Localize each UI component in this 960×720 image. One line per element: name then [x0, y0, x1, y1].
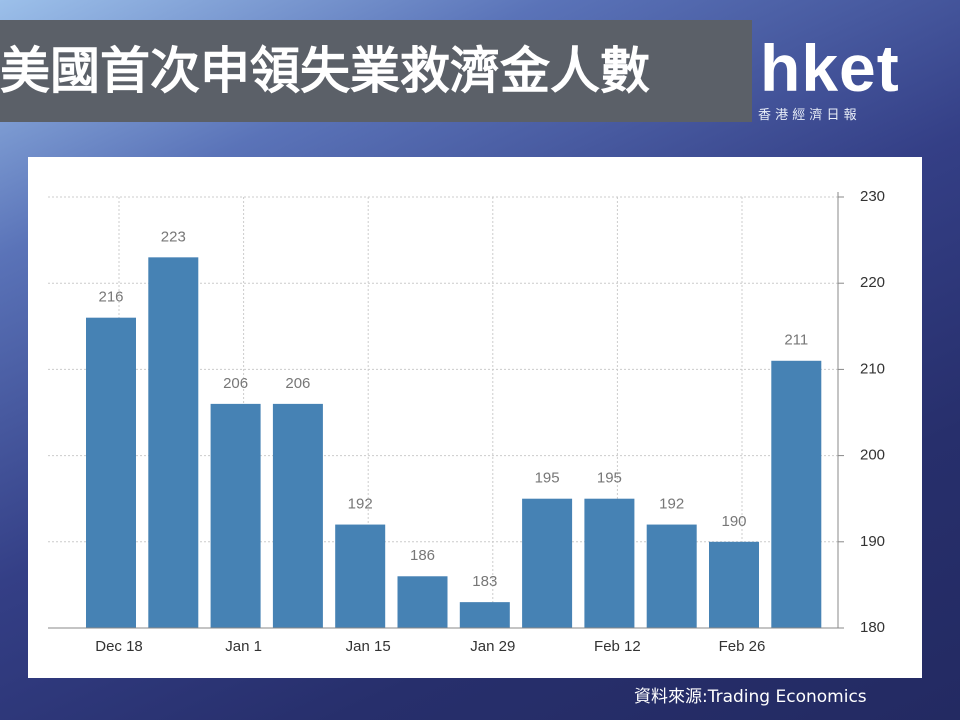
value-label: 223 — [161, 228, 186, 245]
value-label: 183 — [472, 573, 497, 590]
x-tick-label: Feb 26 — [719, 638, 766, 655]
bar — [584, 498, 635, 628]
value-label: 192 — [659, 496, 684, 513]
y-tick-label: 200 — [860, 447, 885, 464]
value-label: 206 — [223, 375, 248, 392]
bar — [335, 524, 386, 628]
y-tick-label: 190 — [860, 533, 885, 550]
bar — [272, 403, 323, 628]
y-tick-label: 180 — [860, 619, 885, 636]
x-tick-label: Feb 12 — [594, 638, 641, 655]
title: 美國首次申領失業救濟金人數 — [0, 20, 752, 122]
logo: hket — [760, 31, 900, 105]
bar — [148, 257, 199, 628]
x-tick-label: Jan 15 — [346, 638, 391, 655]
bar — [709, 541, 759, 628]
bar — [771, 360, 822, 628]
bar — [646, 524, 697, 628]
bar — [210, 403, 261, 628]
bar — [397, 576, 448, 628]
bar — [459, 602, 510, 628]
value-label: 195 — [535, 470, 560, 487]
y-tick-label: 230 — [860, 188, 885, 205]
value-label: 195 — [597, 470, 622, 487]
value-label: 216 — [98, 289, 123, 306]
y-tick-label: 220 — [860, 274, 885, 291]
value-label: 211 — [784, 332, 808, 349]
x-tick-label: Jan 1 — [225, 638, 262, 655]
value-label: 186 — [410, 547, 435, 564]
value-label: 206 — [285, 375, 310, 392]
logo-tagline: 香 港 經 濟 日 報 — [758, 108, 857, 123]
source: 資料來源:Trading Economics — [634, 687, 867, 707]
y-tick-label: 210 — [860, 360, 885, 377]
bar — [522, 498, 573, 628]
x-tick-label: Jan 29 — [470, 638, 515, 655]
value-label: 192 — [348, 496, 373, 513]
x-tick-label: Dec 18 — [95, 638, 143, 655]
value-label: 190 — [721, 513, 746, 530]
bar — [86, 317, 136, 628]
